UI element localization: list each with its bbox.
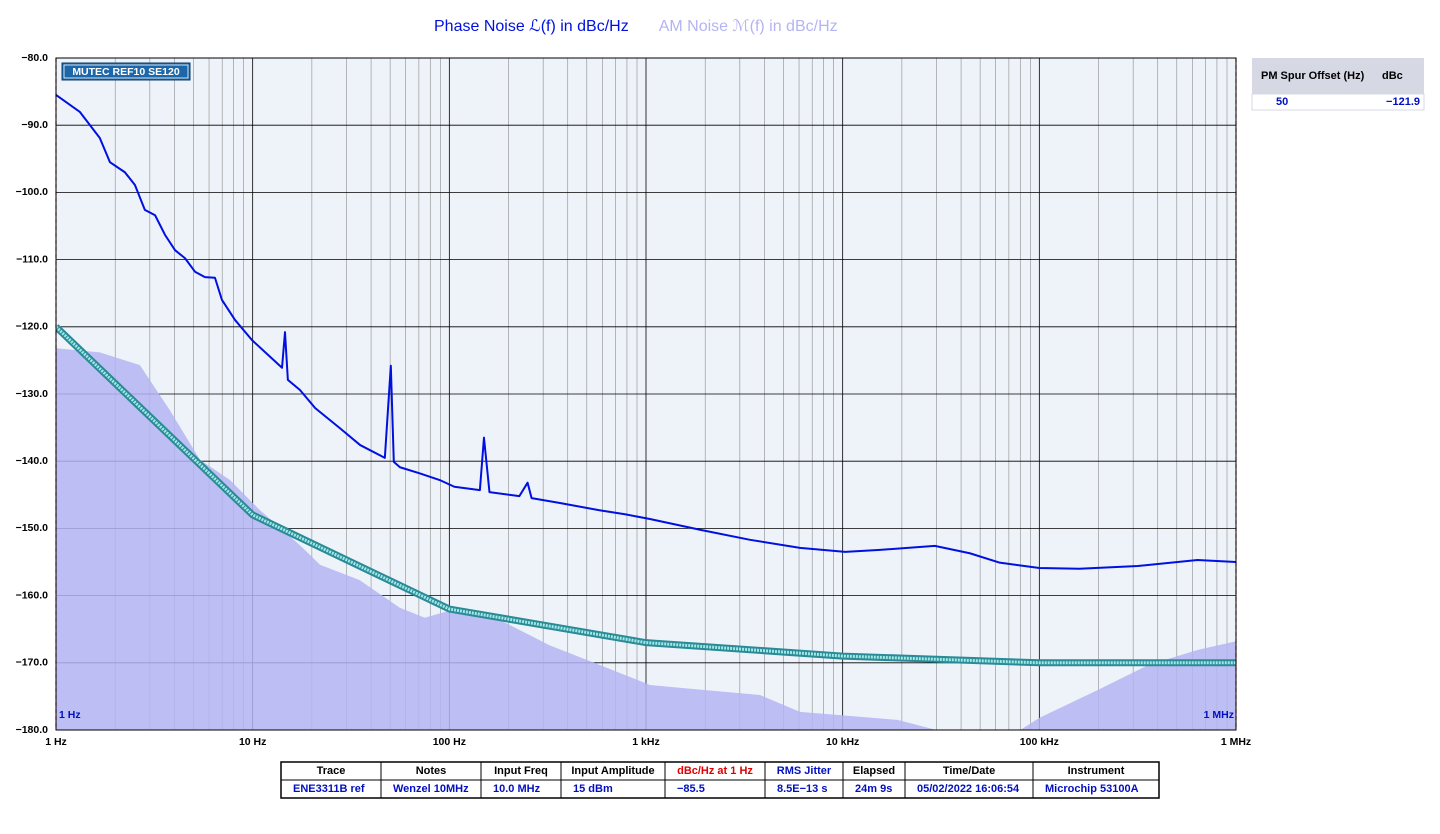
y-tick-label: −180.0	[16, 724, 49, 736]
phase-noise-line	[56, 94, 1236, 570]
x-tick-label: 100 kHz	[1020, 736, 1059, 748]
summary-table-cell: 10.0 MHz	[493, 783, 541, 795]
summary-table-cell: Microchip 53100A	[1045, 783, 1139, 795]
summary-table-cell: 24m 9s	[855, 783, 892, 795]
summary-table-cell: −85.5	[677, 783, 705, 795]
summary-table-header: Input Freq	[494, 765, 548, 777]
summary-table-header: Input Amplitude	[571, 765, 654, 777]
x-tick-label: 10 Hz	[239, 736, 266, 748]
legend-entry: Phase Noise ℒ(f) in dBc/Hz	[434, 18, 629, 35]
x-tick-label: 1 kHz	[632, 736, 659, 748]
y-tick-label: −110.0	[16, 253, 48, 265]
trace-label-box	[61, 62, 191, 81]
summary-table-header: Time/Date	[943, 765, 995, 777]
trace-label-inner	[63, 64, 189, 79]
y-tick-label: −140.0	[16, 455, 49, 467]
range-start-label: 1 Hz	[59, 709, 81, 721]
x-tick-label: 1 MHz	[1221, 736, 1251, 748]
summary-table-cell: 8.5E−13 s	[777, 783, 827, 795]
legend-entry: AM Noise ℳ(f) in dBc/Hz	[659, 18, 838, 35]
summary-table-header: RMS Jitter	[777, 765, 832, 777]
summary-table-header: Notes	[416, 765, 447, 777]
trace-label: MUTEC REF10 SE120	[72, 66, 180, 78]
spur-table-header-bg	[1252, 58, 1424, 94]
y-tick-label: −150.0	[16, 522, 49, 534]
summary-table-cell: 15 dBm	[573, 783, 613, 795]
y-tick-label: −90.0	[21, 119, 48, 131]
summary-table-cell: ENE3311B ref	[293, 783, 365, 795]
y-tick-label: −170.0	[16, 657, 49, 669]
summary-table-cell: Wenzel 10MHz	[393, 783, 469, 795]
range-end-label: 1 MHz	[1204, 709, 1234, 721]
x-tick-label: 100 Hz	[433, 736, 466, 748]
spur-table-header: PM Spur Offset (Hz)	[1261, 70, 1365, 82]
spur-table-row-bg	[1251, 93, 1425, 111]
noise-floor-core	[56, 325, 1236, 665]
x-tick-label: 10 kHz	[826, 736, 859, 748]
plot-border	[55, 57, 1237, 731]
y-tick-label: −160.0	[16, 589, 49, 601]
x-tick-label: 1 Hz	[45, 736, 67, 748]
y-tick-label: −120.0	[16, 321, 49, 333]
summary-table-header: Trace	[317, 765, 346, 777]
y-tick-label: −130.0	[16, 388, 49, 400]
summary-table-header: dBc/Hz at 1 Hz	[677, 765, 753, 777]
summary-table-header: Instrument	[1068, 765, 1125, 777]
summary-table-header: Elapsed	[853, 765, 895, 777]
spur-table-cell: 50	[1276, 96, 1288, 108]
summary-table-cell: 05/02/2022 16:06:54	[917, 783, 1020, 795]
spur-table-header: dBc	[1382, 70, 1403, 82]
y-tick-label: −80.0	[21, 52, 48, 64]
y-tick-label: −100.0	[16, 186, 49, 198]
am-noise-area	[56, 348, 1236, 730]
spur-table-cell: −121.9	[1386, 96, 1420, 108]
